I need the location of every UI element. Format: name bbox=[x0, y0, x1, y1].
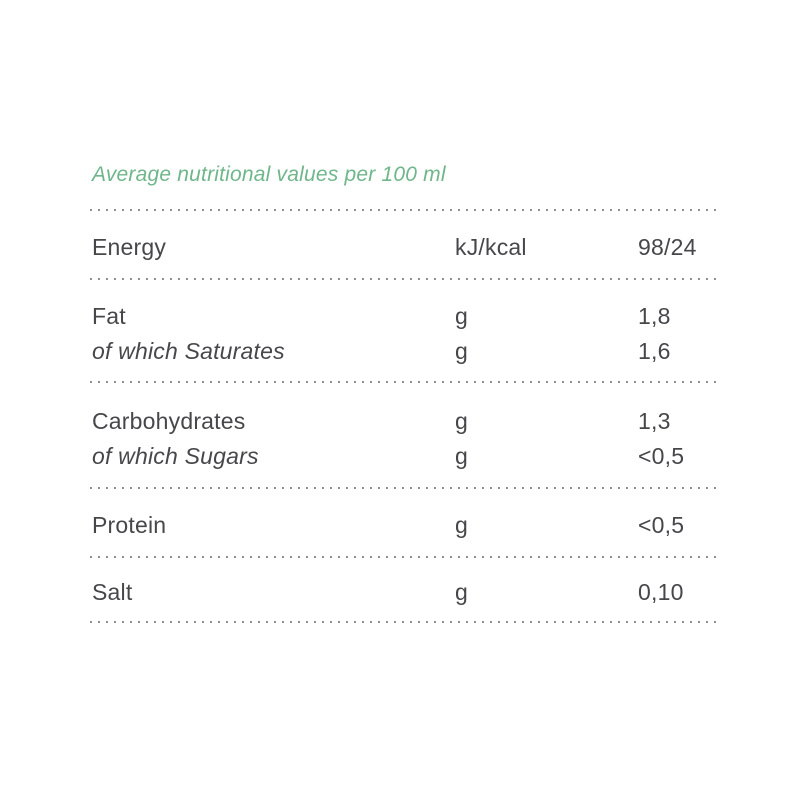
row-unit: kJ/kcal bbox=[455, 234, 527, 260]
row-unit: g bbox=[455, 443, 468, 469]
row-label: Energy bbox=[92, 234, 167, 260]
table-section: Protein g <0,5 bbox=[90, 489, 716, 556]
row-label: Salt bbox=[92, 579, 133, 605]
separator-line bbox=[90, 487, 716, 489]
row-value: 98/24 bbox=[638, 234, 697, 260]
row-unit: g bbox=[455, 408, 468, 434]
table-row: Carbohydrates g 1,3 bbox=[90, 404, 716, 439]
table-body: Energy kJ/kcal 98/24 Fat g 1,8 of which Satura… bbox=[90, 211, 716, 623]
row-label: Protein bbox=[92, 512, 167, 538]
table-row: Protein g <0,5 bbox=[90, 508, 716, 543]
table-row: Salt g 0,10 bbox=[90, 575, 716, 610]
row-label: of which Sugars bbox=[92, 443, 259, 469]
table-section: Salt g 0,10 bbox=[90, 558, 716, 621]
separator-line bbox=[90, 278, 716, 280]
table-title: Average nutritional values per 100 ml bbox=[92, 163, 446, 186]
row-value: <0,5 bbox=[638, 512, 685, 538]
nutrition-table: Average nutritional values per 100 ml En… bbox=[90, 162, 716, 623]
row-value: 1,3 bbox=[638, 408, 671, 434]
table-section: Carbohydrates g 1,3 of which Sugars g <0,5 bbox=[90, 383, 716, 487]
separator-line bbox=[90, 381, 716, 383]
table-row: of which Sugars g <0,5 bbox=[90, 439, 716, 474]
row-unit: g bbox=[455, 303, 468, 329]
table-section: Energy kJ/kcal 98/24 bbox=[90, 211, 716, 278]
separator-line bbox=[90, 556, 716, 558]
row-value: <0,5 bbox=[638, 443, 685, 469]
table-row: Energy kJ/kcal 98/24 bbox=[90, 230, 716, 265]
row-label: Carbohydrates bbox=[92, 408, 246, 434]
row-label: Fat bbox=[92, 303, 126, 329]
table-row: Fat g 1,8 bbox=[90, 299, 716, 334]
row-value: 1,6 bbox=[638, 338, 671, 364]
row-unit: g bbox=[455, 512, 468, 538]
separator-line bbox=[90, 209, 716, 211]
table-section: Fat g 1,8 of which Saturates g 1,6 bbox=[90, 280, 716, 381]
row-value: 0,10 bbox=[638, 579, 684, 605]
separator-line bbox=[90, 621, 716, 623]
row-unit: g bbox=[455, 579, 468, 605]
row-label: of which Saturates bbox=[92, 338, 285, 364]
row-unit: g bbox=[455, 338, 468, 364]
row-value: 1,8 bbox=[638, 303, 671, 329]
table-row: of which Saturates g 1,6 bbox=[90, 334, 716, 369]
